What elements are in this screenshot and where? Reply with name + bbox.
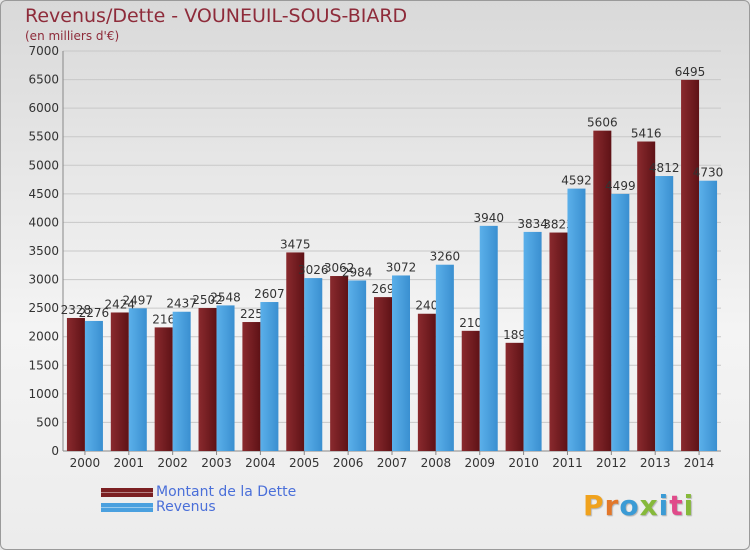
x-tick-label: 2011 (552, 456, 583, 470)
x-tick-label: 2012 (596, 456, 627, 470)
data-label-dette: 269 (372, 282, 395, 296)
data-label-revenus: 4499 (605, 179, 636, 193)
legend-label-dette: Montant de la Dette (156, 484, 297, 500)
bar-dette (286, 252, 305, 451)
legend-swatch-dette (101, 488, 153, 497)
y-tick-label: 7000 (28, 44, 59, 58)
y-tick-label: 4500 (28, 187, 59, 201)
y-tick-label: 1500 (28, 358, 59, 372)
data-label-revenus: 3260 (430, 250, 461, 264)
legend-label-revenus: Revenus (156, 499, 216, 515)
bar-dette (242, 322, 261, 451)
bar-dette (330, 276, 349, 451)
bar-revenus (611, 193, 630, 451)
y-tick-label: 2000 (28, 330, 59, 344)
bar-revenus (348, 280, 367, 451)
bar-revenus (567, 188, 586, 451)
data-label-dette: 3823 (543, 218, 574, 232)
bar-revenus (479, 225, 498, 451)
bar-dette (461, 330, 480, 451)
chart-title: Revenus/Dette - VOUNEUIL-SOUS-BIARD (25, 5, 408, 27)
bar-revenus (435, 264, 454, 451)
y-tick-label: 1000 (28, 387, 59, 401)
data-label-revenus: 2607 (254, 287, 285, 301)
y-tick-label: 3000 (28, 273, 59, 287)
data-label-revenus: 2497 (123, 293, 154, 307)
data-label-revenus: 2984 (342, 265, 373, 279)
bar-revenus (128, 308, 147, 451)
y-tick-label: 2500 (28, 301, 59, 315)
data-label-dette: 5606 (587, 116, 618, 130)
bar-dette (637, 141, 656, 451)
x-tick-label: 2009 (464, 456, 495, 470)
data-label-revenus: 3026 (298, 263, 329, 277)
bar-dette (154, 327, 173, 451)
x-tick-label: 2001 (114, 456, 145, 470)
data-label-dette: 210 (459, 316, 482, 330)
data-label-dette: 6495 (675, 65, 706, 79)
x-tick-label: 2008 (421, 456, 452, 470)
data-label-revenus: 3940 (473, 211, 504, 225)
data-label-dette: 225 (240, 307, 263, 321)
bar-revenus (655, 176, 674, 451)
bar-revenus (172, 311, 191, 451)
data-label-dette: 189 (503, 328, 526, 342)
bar-dette (66, 317, 85, 451)
y-tick-label: 0 (51, 444, 59, 458)
legend-swatch-revenus (101, 503, 153, 512)
data-label-revenus: 3834 (517, 217, 548, 231)
y-tick-label: 3500 (28, 244, 59, 258)
x-tick-label: 2005 (289, 456, 320, 470)
data-label-dette: 2424 (105, 297, 136, 311)
x-tick-label: 2006 (333, 456, 364, 470)
x-tick-label: 2002 (157, 456, 188, 470)
x-tick-label: 2013 (640, 456, 671, 470)
bar-revenus (260, 302, 279, 451)
y-tick-label: 6500 (28, 73, 59, 87)
proxiti-logo: Proxiti (583, 489, 695, 522)
bar-revenus (392, 275, 410, 451)
data-label-revenus: 2437 (166, 297, 197, 311)
data-label-revenus: 4592 (561, 174, 592, 188)
bar-dette (417, 313, 436, 451)
y-tick-label: 5000 (28, 158, 59, 172)
data-label-dette: 5416 (631, 127, 662, 141)
data-label-revenus: 3072 (386, 260, 417, 274)
bar-revenus (84, 320, 103, 451)
x-tick-label: 2000 (70, 456, 101, 470)
bar-revenus (523, 231, 542, 451)
y-tick-label: 6000 (28, 101, 59, 115)
x-tick-label: 2003 (201, 456, 232, 470)
data-label-revenus: 2548 (210, 290, 241, 304)
x-tick-label: 2014 (684, 456, 715, 470)
bar-revenus (699, 180, 718, 451)
y-tick-label: 5500 (28, 130, 59, 144)
data-label-revenus: 4812 (649, 161, 680, 175)
x-tick-label: 2004 (245, 456, 276, 470)
bar-dette (593, 130, 612, 451)
x-tick-label: 2010 (508, 456, 539, 470)
bar-dette (681, 79, 700, 451)
data-label-dette: 3475 (280, 237, 311, 251)
chart-subtitle: (en milliers d'€) (25, 29, 120, 43)
data-label-revenus: 2276 (79, 306, 110, 320)
data-label-dette: 2502 (192, 293, 223, 307)
bar-dette (549, 232, 568, 451)
bar-dette (110, 312, 129, 451)
data-label-dette: 2328 (61, 303, 92, 317)
bar-dette (374, 297, 392, 451)
y-tick-label: 4000 (28, 215, 59, 229)
bar-revenus (304, 278, 323, 451)
bar-dette (505, 342, 524, 451)
data-label-revenus: 4730 (693, 166, 724, 180)
bar-revenus (216, 305, 235, 451)
data-label-dette: 240 (415, 299, 438, 313)
y-tick-label: 500 (36, 415, 59, 429)
data-label-dette: 3062 (324, 261, 355, 275)
x-tick-label: 2007 (377, 456, 408, 470)
bar-dette (198, 308, 217, 451)
data-label-dette: 216 (152, 312, 175, 326)
